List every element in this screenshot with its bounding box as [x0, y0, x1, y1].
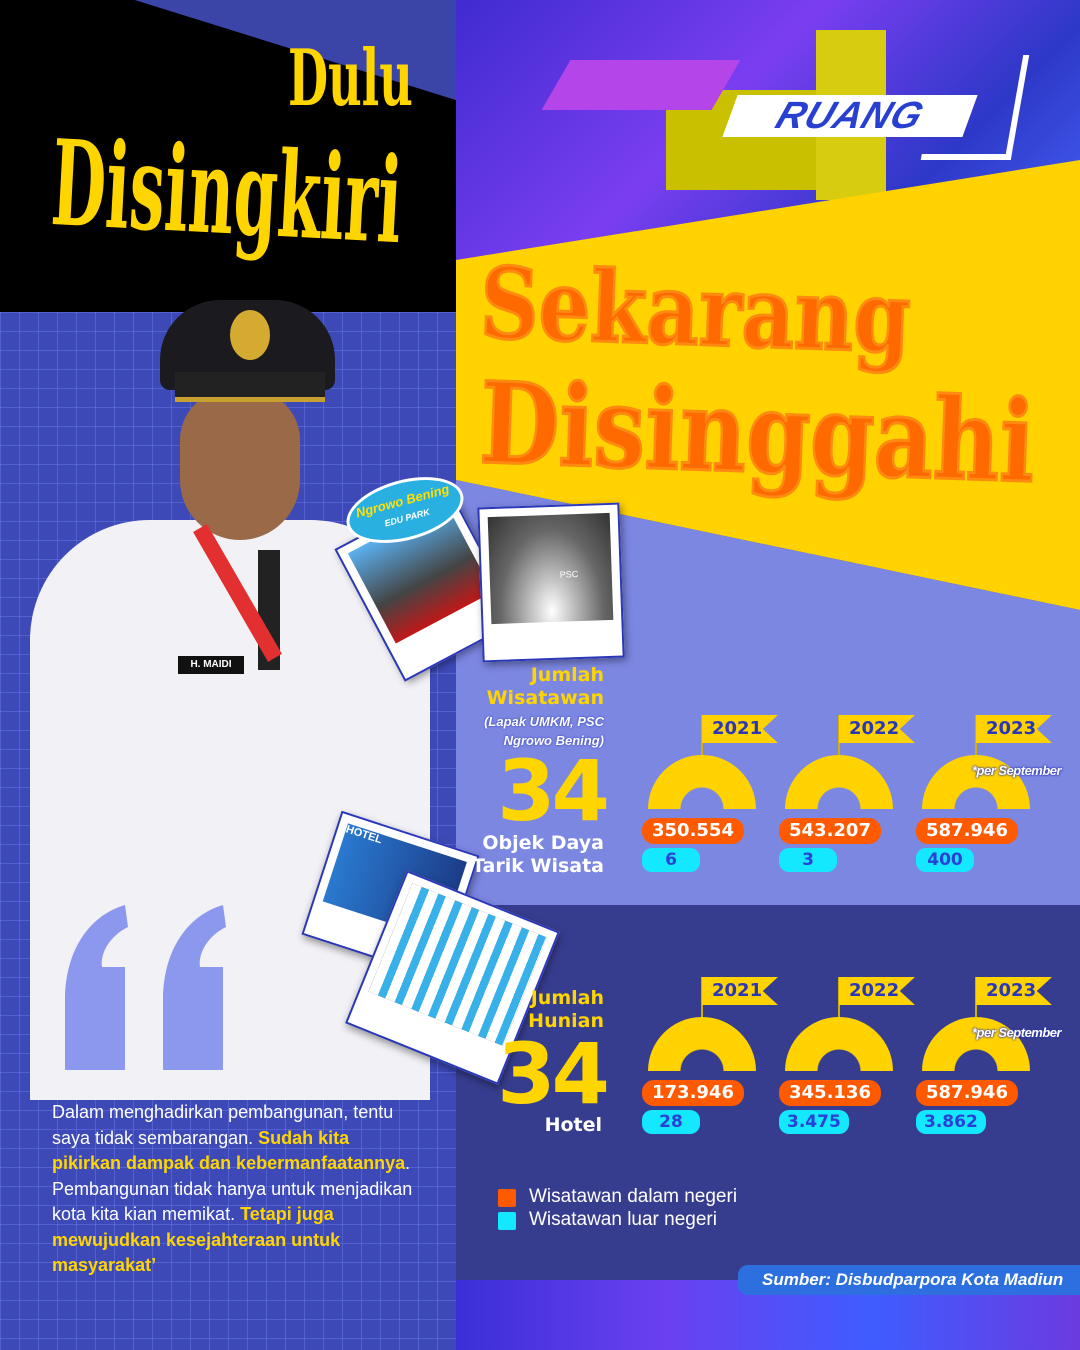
- name-tag: H. MAIDI: [178, 656, 244, 674]
- headline-dulu: Dulu: [288, 33, 413, 124]
- quote-text: Dalam menghadirkan pembangunan, tentu sa…: [52, 1100, 422, 1279]
- per-september-note: *per September: [972, 1025, 1062, 1040]
- legend-foreign: Wisatawan luar negeri: [529, 1209, 717, 1230]
- headline-disinggahi: Disinggahi: [476, 357, 1038, 510]
- tourists-title: Jumlah Wisatawan: [470, 664, 604, 710]
- quote-part-2: . Pembangunan tidak hanya untuk menjadik…: [52, 1153, 413, 1224]
- hotel-count: 34: [497, 1025, 610, 1123]
- domestic-value: 173.946: [642, 1080, 744, 1106]
- quote-mark-icon: [65, 905, 226, 1070]
- legend-domestic: Wisatawan dalam negeri: [529, 1186, 738, 1207]
- hotel-count-label: Hotel: [544, 1114, 602, 1136]
- tourists-subtitle: (Lapak UMKM, PSC Ngrowo Bening): [460, 712, 604, 750]
- headline-disingkiri: Disingkiri: [48, 113, 406, 271]
- psc-gate-photo: PSC: [477, 502, 625, 663]
- tourist-objects-label-1: Objek Daya: [482, 832, 604, 854]
- tourists-title-1: Jumlah: [530, 664, 604, 686]
- hotels-title: Jumlah Hunian: [470, 987, 604, 1033]
- domestic-value: 587.946: [916, 1080, 1018, 1106]
- domestic-value: 345.136: [779, 1080, 881, 1106]
- year-flag: 2021: [702, 977, 778, 1005]
- domestic-value: 350.554: [642, 818, 744, 844]
- tourists-subtitle-1: (Lapak UMKM, PSC: [484, 714, 604, 729]
- foreign-value: 400: [916, 848, 974, 872]
- foreign-value: 28: [642, 1110, 700, 1134]
- quote-highlight-2: Tetapi juga mewujudkan kesejahteraan unt…: [52, 1204, 341, 1275]
- foreign-value: 3.475: [779, 1110, 849, 1134]
- quote-part-1: Dalam menghadirkan pembangunan, tentu sa…: [52, 1102, 394, 1148]
- quote-highlight-1: Sudah kita pikirkan dampak dan kebermanf…: [52, 1127, 406, 1174]
- hotels-title-2: Hunian: [528, 1010, 604, 1032]
- year-flag: 2022: [839, 977, 915, 1005]
- legend-swatch-foreign: [498, 1212, 516, 1230]
- source-label: Sumber: Disbudparpora Kota Madiun: [738, 1265, 1080, 1295]
- tourist-objects-label: Objek Daya Tarik Wisata: [460, 832, 604, 878]
- tourist-objects-label-2: Tarik Wisata: [472, 855, 604, 877]
- gate-sign: PSC: [559, 569, 579, 580]
- foreign-value: 3.862: [916, 1110, 986, 1134]
- per-september-note: *per September: [972, 763, 1062, 778]
- domestic-value: 543.207: [779, 818, 881, 844]
- tourists-title-2: Wisatawan: [486, 687, 604, 709]
- legend-swatch-domestic: [498, 1189, 516, 1207]
- headline-sekarang: Sekarang: [477, 245, 914, 378]
- domestic-value: 587.946: [916, 818, 1018, 844]
- hotels-title-1: Jumlah: [530, 987, 604, 1009]
- foreign-value: 3: [779, 848, 837, 872]
- tourists-subtitle-2: Ngrowo Bening): [503, 733, 604, 748]
- foreign-value: 6: [642, 848, 700, 872]
- tourist-objects-count: 34: [497, 742, 610, 840]
- logo-mark: [920, 55, 1030, 160]
